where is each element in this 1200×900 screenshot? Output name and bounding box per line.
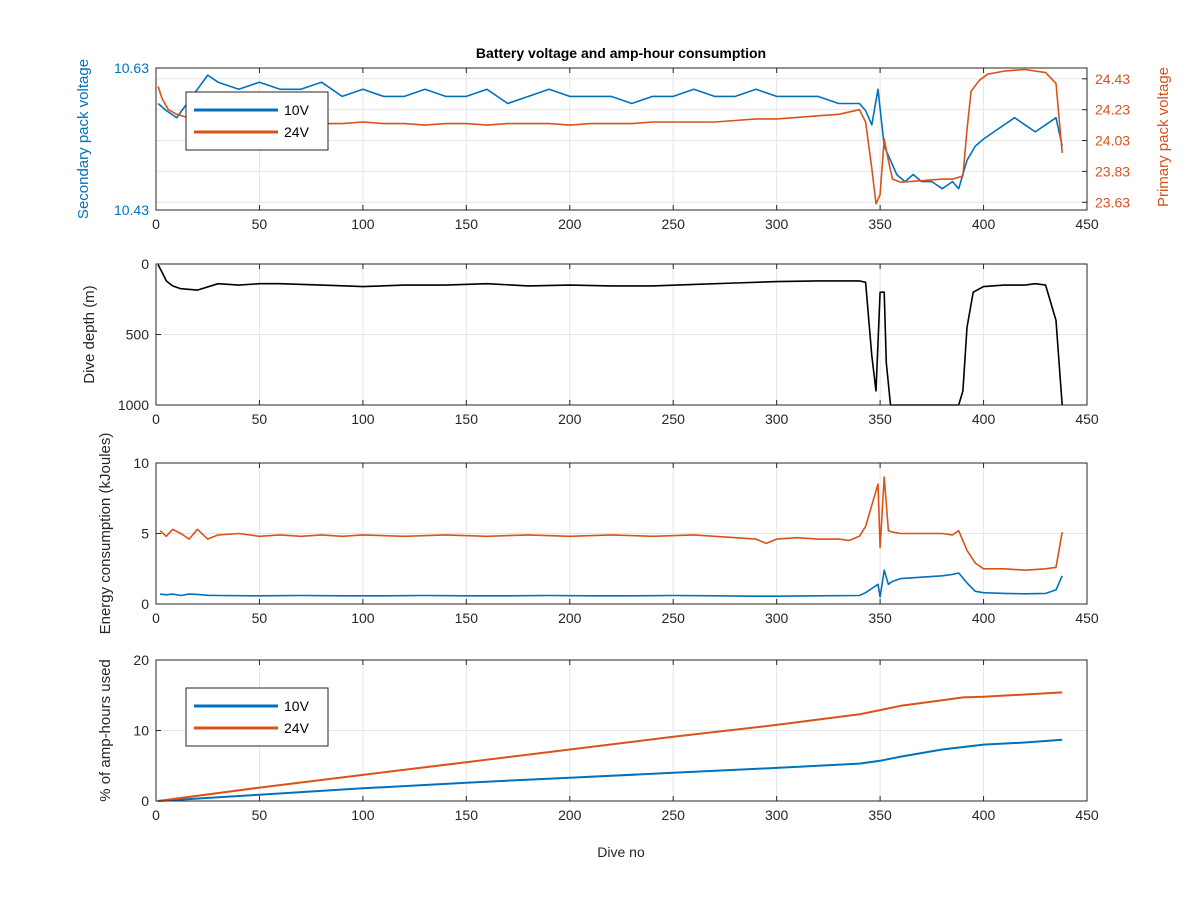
y-axis-label: Secondary pack voltage <box>75 59 92 219</box>
y2-axis-label: Primary pack voltage <box>1155 67 1172 207</box>
series-line-10v <box>157 74 1063 190</box>
x-tick-label: 250 <box>662 610 686 626</box>
x-tick-label: 50 <box>252 610 268 626</box>
x-tick-label: 150 <box>455 411 479 427</box>
x-tick-label: 50 <box>252 807 268 823</box>
x-tick-label: 450 <box>1075 216 1099 232</box>
x-tick-label: 150 <box>455 610 479 626</box>
x-tick-label: 300 <box>765 411 789 427</box>
series-line-24v <box>159 476 1063 572</box>
legend-box <box>185 687 329 747</box>
x-tick-label: 150 <box>455 216 479 232</box>
y-tick-label: 10 <box>133 723 149 739</box>
x-tick-label: 150 <box>455 807 479 823</box>
figure-title: Battery voltage and amp-hour consumption <box>476 45 766 61</box>
y2-tick-label: 24.23 <box>1095 102 1130 118</box>
x-tick-label: 350 <box>868 216 892 232</box>
legend-label-24v: 24V <box>284 124 310 140</box>
x-tick-label: 250 <box>662 807 686 823</box>
x-tick-label: 0 <box>152 411 160 427</box>
x-tick-label: 100 <box>351 411 375 427</box>
y2-tick-label: 24.43 <box>1095 71 1130 87</box>
x-tick-label: 100 <box>351 610 375 626</box>
legend-box <box>185 91 329 151</box>
x-axis-title: Dive no <box>597 844 645 860</box>
x-tick-label: 200 <box>558 610 582 626</box>
x-tick-label: 350 <box>868 807 892 823</box>
x-tick-label: 300 <box>765 807 789 823</box>
subplot-3: 0 50 100 150 200 250 300 350 400 450 0 5 10 Energy co… <box>97 433 1099 635</box>
x-tick-label: 200 <box>558 807 582 823</box>
x-tick-label: 100 <box>351 216 375 232</box>
x-tick-label: 200 <box>558 411 582 427</box>
x-tick-label: 400 <box>972 411 996 427</box>
subplot-4: 0 50 100 150 200 250 300 350 400 450 0 10 20 % of amp… <box>97 652 1099 823</box>
plots-group: 0 50 100 150 200 250 300 350 400 45010.4310.63Sec… <box>75 59 1172 823</box>
y-axis-label: Dive depth (m) <box>81 285 98 383</box>
x-tick-label: 400 <box>972 216 996 232</box>
y2-tick-label: 23.83 <box>1095 163 1130 179</box>
y-tick-label: 0 <box>141 596 149 612</box>
y-tick-label: 10 <box>133 455 149 471</box>
x-tick-label: 350 <box>868 610 892 626</box>
y-tick-label: 0 <box>141 256 149 272</box>
x-tick-label: 200 <box>558 216 582 232</box>
x-tick-label: 0 <box>152 807 160 823</box>
y2-tick-label: 24.03 <box>1095 133 1130 149</box>
series-line-10v <box>160 569 1063 598</box>
x-tick-label: 400 <box>972 807 996 823</box>
series-line-24v <box>157 691 1063 802</box>
y-axis-label: % of amp-hours used <box>97 659 114 802</box>
x-tick-label: 400 <box>972 610 996 626</box>
x-tick-label: 0 <box>152 216 160 232</box>
legend-label-10v: 10V <box>284 698 310 714</box>
x-tick-label: 50 <box>252 216 268 232</box>
y-tick-label: 1000 <box>118 397 149 413</box>
series-line-10v <box>158 738 1063 802</box>
y-tick-label: 10.63 <box>114 60 149 76</box>
subplot-1: 0 50 100 150 200 250 300 350 400 450 10.43 10.63 Sec… <box>75 59 1172 232</box>
y-tick-label: 5 <box>141 526 149 542</box>
y-tick-label: 500 <box>126 327 150 343</box>
x-tick-label: 350 <box>868 411 892 427</box>
subplot-2: 0 50 100 150 200 250 300 350 400 450 0 500 1000 Dive … <box>81 256 1099 427</box>
y-tick-label: 0 <box>141 793 149 809</box>
y2-tick-label: 23.63 <box>1095 194 1130 210</box>
x-tick-label: 450 <box>1075 807 1099 823</box>
x-tick-label: 50 <box>252 411 268 427</box>
y-tick-label: 10.43 <box>114 202 149 218</box>
y-tick-label: 20 <box>133 652 149 668</box>
series-line-depth <box>157 264 1063 406</box>
legend-label-10v: 10V <box>284 102 310 118</box>
x-tick-label: 100 <box>351 807 375 823</box>
x-tick-label: 300 <box>765 610 789 626</box>
x-tick-label: 250 <box>662 216 686 232</box>
x-tick-label: 250 <box>662 411 686 427</box>
x-tick-label: 300 <box>765 216 789 232</box>
x-tick-label: 450 <box>1075 411 1099 427</box>
legend-label-24v: 24V <box>284 720 310 736</box>
x-tick-label: 450 <box>1075 610 1099 626</box>
x-tick-label: 0 <box>152 610 160 626</box>
y-axis-label: Energy consumption (kJoules) <box>97 433 114 635</box>
axes-box <box>155 67 1088 211</box>
